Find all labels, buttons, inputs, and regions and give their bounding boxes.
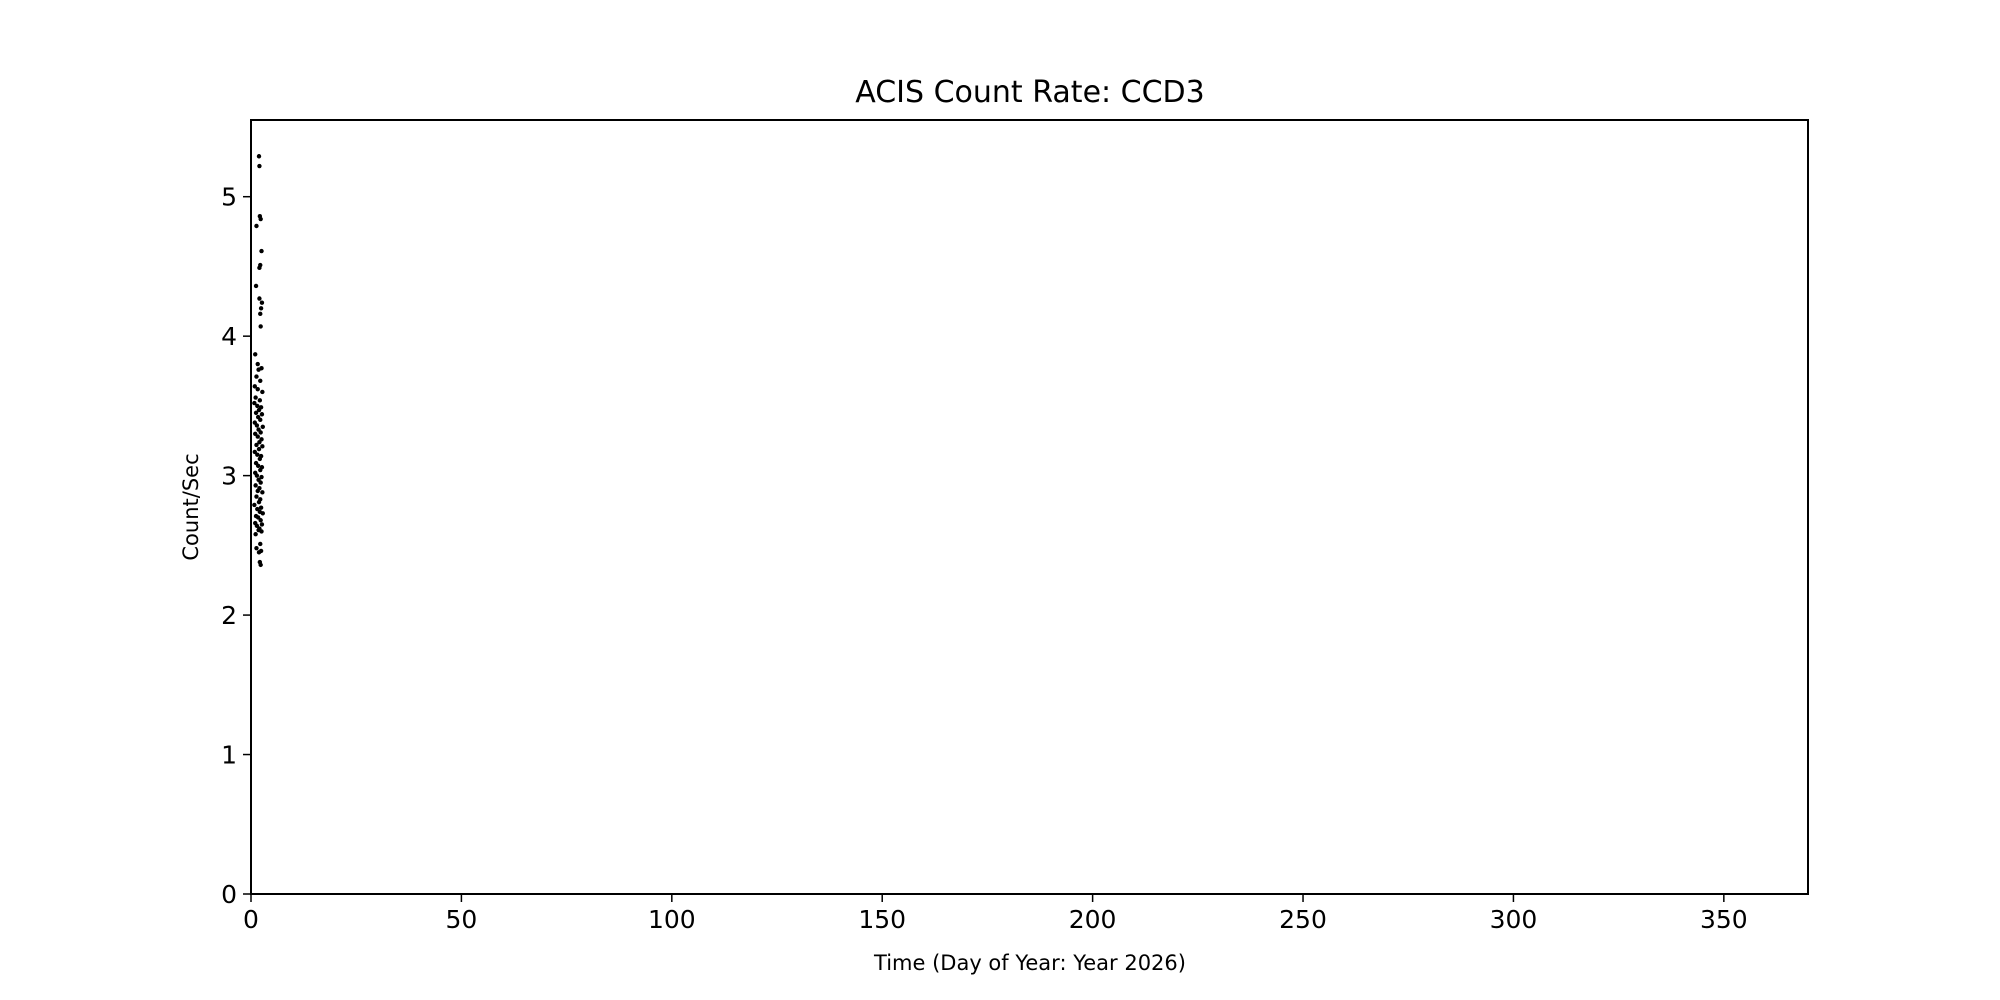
data-point [260, 490, 265, 495]
y-tick-label: 5 [221, 183, 237, 212]
x-axis-label: Time (Day of Year: Year 2026) [873, 951, 1186, 975]
data-point [253, 283, 259, 289]
data-point [260, 511, 265, 516]
data-point [259, 412, 265, 417]
data-point [255, 488, 260, 494]
data-point [253, 352, 258, 357]
data-point [253, 431, 258, 436]
x-tick-label: 200 [1069, 905, 1117, 934]
data-point [256, 407, 262, 413]
data-point [256, 499, 262, 505]
data-point [258, 467, 263, 473]
plot-area: 0 50 100 150 200 250 300 350 0 1 2 3 4 5 [221, 119, 1809, 934]
y-tick-label: 2 [221, 601, 237, 630]
data-point [255, 463, 261, 469]
chart-title: ACIS Count Rate: CCD3 [855, 75, 1205, 110]
data-point [258, 562, 263, 568]
data-point [255, 506, 260, 512]
data-point [255, 386, 260, 392]
data-point [252, 502, 257, 508]
data-point [255, 403, 260, 409]
data-point [260, 444, 265, 449]
data-point [258, 311, 263, 317]
x-tick-label: 300 [1490, 905, 1538, 934]
data-point [260, 389, 265, 395]
x-tick-label: 250 [1279, 905, 1327, 934]
data-point [257, 265, 262, 271]
x-tick-label: 350 [1700, 905, 1748, 934]
data-point [255, 452, 260, 457]
data-point [255, 434, 260, 439]
data-point [253, 395, 258, 400]
data-point [255, 515, 261, 520]
data-point [259, 522, 265, 527]
plot-frame [250, 119, 1809, 895]
data-point [254, 423, 260, 428]
y-tick-label: 0 [221, 880, 237, 909]
data-point [258, 417, 263, 423]
data-point [254, 374, 259, 379]
data-point [254, 223, 259, 229]
data-point [259, 248, 264, 254]
data-point [252, 384, 257, 389]
data-point [257, 398, 263, 403]
data-point [256, 154, 262, 159]
data-point [253, 410, 259, 416]
data-point [257, 163, 262, 169]
y-axis-ticks: 0 1 2 3 4 5 [221, 183, 251, 909]
data-point [258, 306, 264, 311]
data-point [258, 430, 263, 435]
data-point [258, 518, 263, 523]
y-tick-label: 4 [221, 322, 237, 351]
data-point [258, 480, 263, 485]
y-tick-label: 1 [221, 741, 237, 770]
data-point [259, 529, 264, 534]
data-point [252, 400, 257, 406]
x-tick-label: 150 [858, 905, 906, 934]
data-point [258, 216, 263, 222]
data-point [252, 449, 257, 455]
data-point [257, 296, 262, 301]
x-tick-label: 50 [445, 905, 477, 934]
data-point [254, 473, 260, 478]
data-point [260, 424, 265, 430]
data-point [259, 300, 265, 305]
data-point [253, 531, 258, 537]
scatter-series [252, 154, 265, 568]
x-tick-label: 0 [243, 905, 259, 934]
data-point [256, 367, 261, 372]
data-point [256, 446, 262, 452]
data-point [253, 483, 258, 488]
y-tick-label: 3 [221, 462, 237, 491]
y-axis-label: Count/Sec [179, 453, 203, 560]
data-point [258, 324, 263, 329]
data-point [258, 378, 263, 383]
data-point [254, 442, 259, 448]
data-point [256, 550, 262, 555]
data-point [258, 541, 263, 547]
data-point [255, 361, 260, 367]
data-point [257, 456, 263, 462]
x-tick-label: 100 [648, 905, 696, 934]
data-point [259, 474, 264, 480]
data-point [254, 494, 259, 499]
data-point [254, 545, 259, 551]
data-point [257, 439, 262, 445]
x-axis-ticks: 0 50 100 150 200 250 300 350 [243, 894, 1748, 934]
data-point [254, 523, 260, 529]
data-point [258, 505, 264, 510]
